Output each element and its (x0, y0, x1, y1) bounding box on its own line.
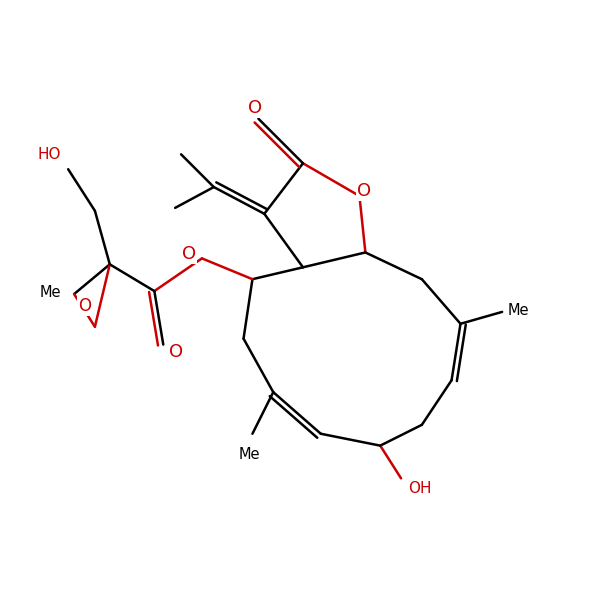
Text: HO: HO (38, 147, 61, 162)
Text: O: O (182, 245, 196, 263)
Text: OH: OH (408, 481, 431, 496)
Text: O: O (169, 343, 184, 361)
Text: Me: Me (239, 447, 260, 462)
Text: O: O (79, 297, 91, 315)
Text: O: O (357, 182, 371, 200)
Text: O: O (248, 99, 262, 117)
Text: Me: Me (40, 286, 61, 301)
Text: Me: Me (508, 303, 530, 318)
